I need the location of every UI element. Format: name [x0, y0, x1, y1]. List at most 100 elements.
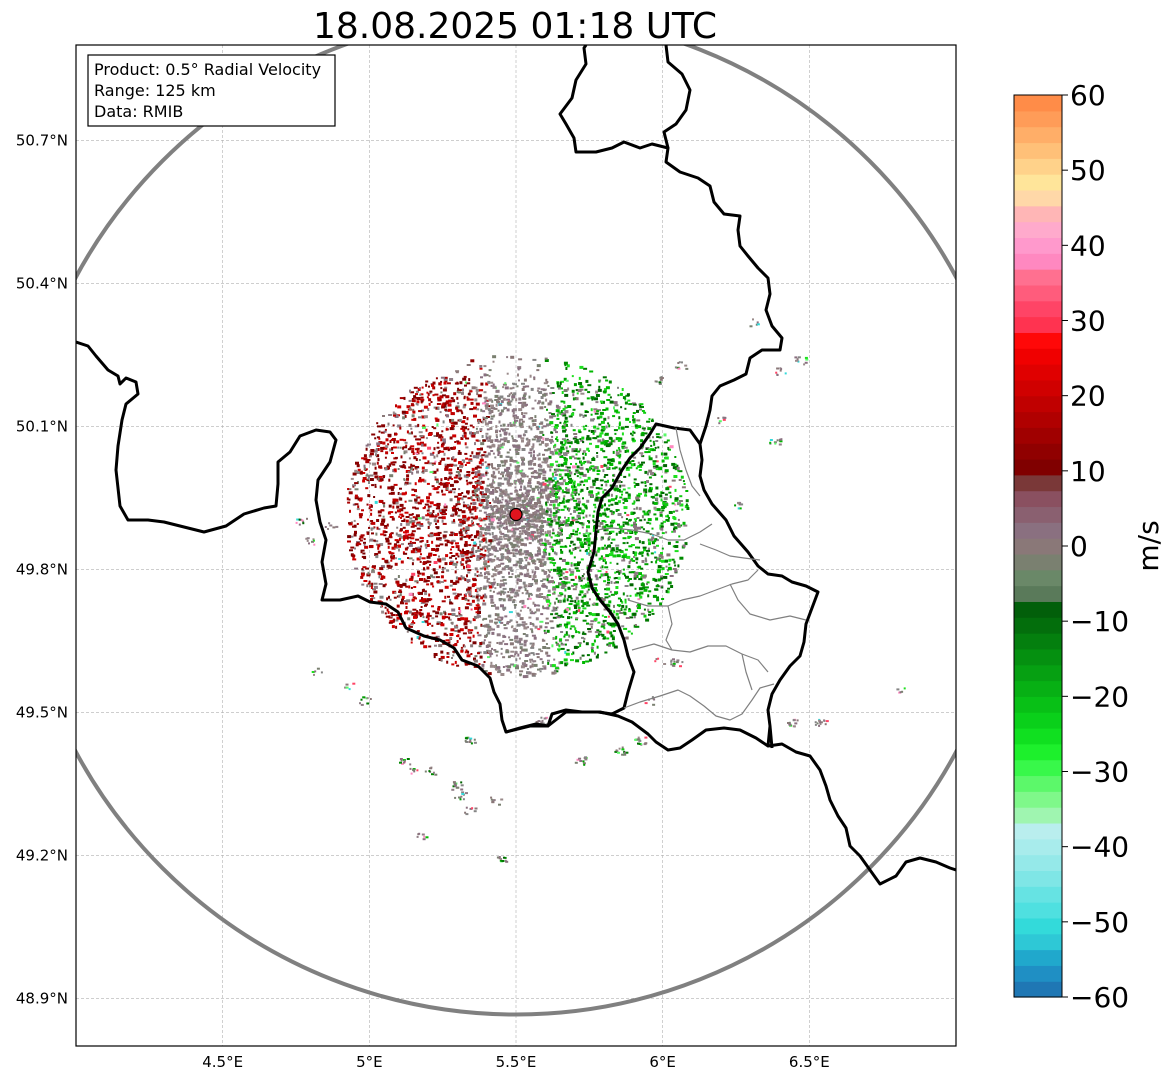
- echo-cell: [559, 545, 564, 548]
- echo-cell: [544, 538, 547, 542]
- echo-cell: [499, 530, 502, 533]
- echo-cell: [563, 462, 568, 466]
- echo-cell: [608, 553, 613, 557]
- echo-cell: [571, 494, 574, 498]
- echo-cell: [664, 503, 669, 507]
- echo-cell: [489, 652, 494, 655]
- echo-cell: [463, 593, 467, 597]
- echo-cell: [571, 519, 575, 522]
- echo-cell: [399, 426, 402, 430]
- echo-cell: [482, 594, 485, 598]
- echo-cell: [540, 558, 545, 561]
- echo-cell: [501, 576, 505, 579]
- echo-cell: [506, 466, 511, 470]
- echo-cell: [600, 506, 603, 509]
- echo-cell: [497, 571, 501, 575]
- echo-cell: [473, 657, 476, 661]
- echo-cell: [513, 414, 518, 417]
- echo-cell: [518, 564, 521, 568]
- echo-cell: [521, 404, 526, 407]
- echo-cell: [455, 503, 458, 507]
- echo-cell: [546, 576, 550, 579]
- echo-cell: [565, 488, 570, 492]
- echo-cell: [450, 548, 452, 551]
- echo-cell: [436, 434, 439, 437]
- echo-cell: [483, 556, 486, 560]
- echo-cell: [633, 478, 637, 481]
- echo-cell: [403, 600, 408, 603]
- echo-cell: [489, 520, 493, 523]
- echo-cell: [419, 591, 423, 595]
- echo-cell: [478, 594, 482, 597]
- echo-cell: [528, 652, 531, 656]
- echo-cell: [537, 486, 541, 489]
- echo-cell: [614, 409, 619, 413]
- echo-cell: [595, 655, 599, 659]
- echo-cell: [371, 532, 374, 535]
- echo-cell: [592, 456, 595, 460]
- echo-cell: [444, 539, 449, 542]
- echo-cell: [472, 618, 476, 622]
- echo-cell: [368, 475, 370, 479]
- echo-cell: [448, 472, 453, 475]
- echo-cell: [495, 498, 497, 501]
- echo-cell: [562, 479, 566, 483]
- echo-cell: [533, 673, 537, 675]
- echo-cell: [640, 454, 643, 457]
- echo-cell: [575, 453, 578, 456]
- echo-cell: [627, 493, 631, 496]
- echo-cell: [650, 552, 654, 555]
- echo-cell: [615, 577, 618, 579]
- echo-cell: [476, 631, 479, 634]
- echo-cell: [573, 556, 576, 559]
- echo-cell: [524, 511, 529, 515]
- echo-cell: [579, 448, 582, 452]
- echo-cell: [390, 552, 395, 555]
- echo-cell: [399, 593, 402, 597]
- echo-cell: [400, 516, 402, 519]
- echo-cell: [498, 538, 503, 541]
- echo-cell: [439, 395, 444, 399]
- echo-cell: [556, 566, 561, 570]
- echo-cell: [570, 578, 575, 581]
- echo-cell: [537, 387, 541, 390]
- echo-cell: [592, 468, 596, 472]
- echo-cell: [613, 429, 618, 432]
- echo-cell: [521, 662, 526, 666]
- echo-cell: [572, 437, 577, 440]
- echo-cell: [405, 610, 409, 613]
- echo-cell: [641, 554, 644, 557]
- echo-cell: [576, 527, 579, 531]
- echo-cell: [684, 505, 689, 509]
- echo-cell: [671, 462, 676, 466]
- echo-cell: [583, 535, 588, 537]
- echo-cell: [479, 587, 482, 590]
- echo-cell: [553, 428, 557, 432]
- echo-cell: [547, 580, 551, 584]
- echo-cell: [488, 436, 491, 440]
- echo-cell: [487, 408, 491, 412]
- echo-cell: [449, 552, 453, 554]
- echo-cell: [448, 491, 453, 494]
- echo-cell: [538, 595, 543, 598]
- echo-cell: [504, 526, 508, 530]
- echo-cell: [371, 597, 376, 600]
- echo-cell: [586, 577, 589, 581]
- echo-cell: [389, 516, 394, 518]
- echo-cell: [460, 575, 463, 578]
- echo-cell: [647, 513, 650, 516]
- echo-cell: [495, 434, 498, 438]
- echo-cell: [552, 528, 555, 532]
- echo-cell: [544, 357, 548, 360]
- echo-cell: [443, 447, 448, 451]
- echo-cell: [635, 499, 640, 502]
- echo-cell: [624, 450, 627, 453]
- echo-cell: [360, 549, 365, 552]
- echo-cell: [465, 556, 470, 559]
- echo-cell: [497, 467, 500, 470]
- echo-cell: [466, 474, 471, 477]
- echo-cell: [453, 533, 458, 536]
- echo-cell: [564, 405, 567, 408]
- echo-cell: [416, 442, 420, 445]
- echo-cell: [485, 467, 489, 470]
